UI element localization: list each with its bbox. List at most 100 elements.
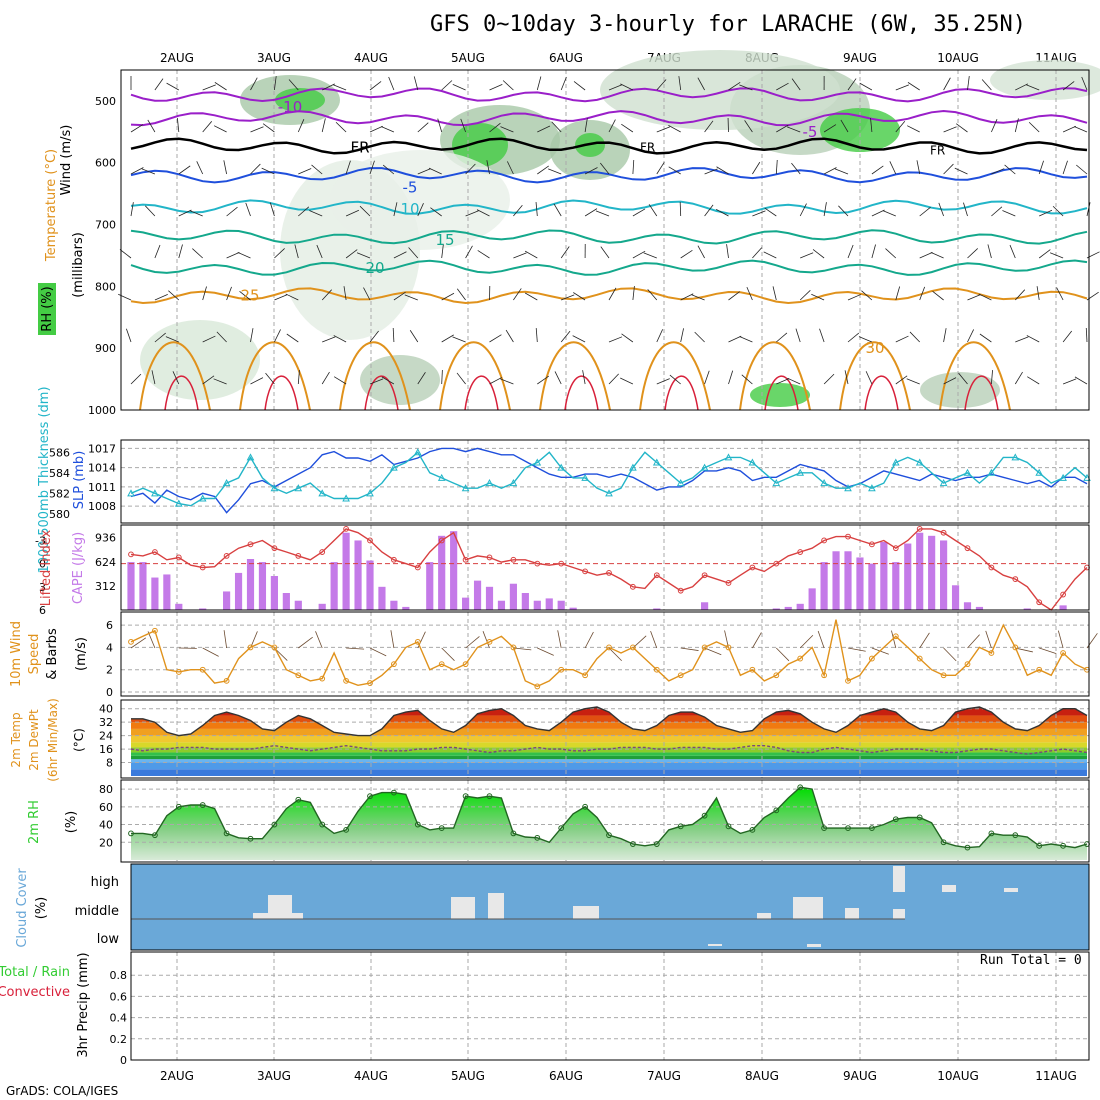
- thickness-line-point: [724, 453, 733, 461]
- wind-barb: [834, 168, 849, 175]
- wind-barb: [154, 244, 161, 259]
- isotherm-loop: [864, 375, 899, 411]
- thickness-line-point: [629, 463, 637, 471]
- wind-barb: [858, 336, 873, 343]
- wind-barb: [1039, 209, 1053, 217]
- rh-shading: [360, 355, 440, 405]
- wind-barb: [335, 121, 347, 133]
- cloud-block: [942, 885, 956, 892]
- lifted-index-line-point: [916, 525, 923, 532]
- wind-barb: [776, 378, 790, 385]
- wind-barb: [799, 203, 807, 217]
- rh-tick-label: 40: [99, 819, 113, 832]
- temperature-band: [131, 759, 1087, 763]
- wind-barb: [772, 286, 777, 301]
- wind-barb: [680, 249, 693, 259]
- rh-line-point: [606, 832, 612, 839]
- wind-barb: [172, 371, 180, 385]
- rh-line-point: [725, 823, 732, 830]
- isotherm-line: [130, 287, 1088, 305]
- temperature-axis-label: 2m DewPt: [27, 709, 41, 771]
- wind-speed-line-point: [510, 644, 517, 651]
- wind-barb-10m: [557, 630, 562, 649]
- wind-barb: [476, 209, 490, 217]
- wind-barb: [656, 161, 665, 175]
- wind-barb: [269, 202, 275, 217]
- wind-speed-line-point: [175, 669, 182, 675]
- isotherm-loop: [164, 375, 199, 411]
- wind-barb: [274, 76, 277, 91]
- li-tick-label: 0: [39, 558, 46, 571]
- wind-barb: [489, 83, 503, 91]
- rh-line-point: [630, 841, 636, 847]
- lifted-index-line-point: [964, 545, 971, 552]
- wind-barb: [561, 294, 575, 301]
- thickness-line-point: [127, 489, 135, 497]
- wind-barb: [321, 289, 332, 301]
- wind-barb: [417, 203, 424, 217]
- wind-speed-line-point: [462, 661, 469, 668]
- cloud-block: [793, 897, 823, 919]
- wind-barb: [608, 373, 619, 385]
- lifted-index-line-point: [653, 572, 660, 579]
- cape-bar: [545, 598, 553, 610]
- wind-barb: [536, 76, 542, 91]
- wind-barb: [595, 210, 610, 217]
- wind-barb: [726, 244, 729, 259]
- thickness-line-point: [605, 489, 613, 497]
- isotherm-loop: [564, 375, 599, 411]
- wind-speed-line-point: [199, 666, 206, 673]
- wind-barb: [560, 76, 567, 91]
- temperature-band: [131, 755, 1087, 760]
- temperature-tick-label: 40: [99, 703, 113, 716]
- wind-barb: [166, 82, 179, 91]
- wind-barb: [537, 165, 549, 175]
- wind-barb-10m: [967, 634, 980, 649]
- wind-barb: [202, 335, 216, 343]
- wind-barb: [728, 82, 741, 91]
- wind-barb: [656, 329, 664, 343]
- pressure-tick-label: 700: [95, 219, 116, 232]
- cape-bar: [784, 606, 792, 610]
- cape-bar: [533, 600, 541, 610]
- thickness-line-point: [318, 489, 327, 497]
- temperature-axis-label: Temperature (°C): [44, 149, 59, 262]
- thickness-tick-label: 584: [49, 467, 70, 480]
- rh-shading: [275, 88, 325, 112]
- cape-bar: [701, 602, 709, 610]
- wind-barb: [261, 167, 275, 175]
- cape-bar: [318, 603, 326, 610]
- cape-bar: [916, 532, 924, 610]
- thickness-line-point: [509, 479, 518, 487]
- wind-barb: [572, 335, 586, 343]
- wind-barb: [286, 333, 299, 343]
- lifted-index-line-point: [462, 556, 469, 563]
- wind-barb: [704, 204, 714, 217]
- wind-barb: [967, 294, 981, 301]
- wind-barb-10m: [315, 631, 323, 649]
- rh-line-point: [940, 839, 947, 846]
- wind-barb: [871, 165, 884, 175]
- isotherm-loop: [364, 375, 399, 411]
- wind-barb: [775, 160, 778, 175]
- wind-barb-10m: [202, 647, 219, 657]
- chart-title: GFS 0~10day 3-hourly for LARACHE (6W, 35…: [430, 12, 1027, 37]
- wind-barb: [178, 209, 192, 217]
- wind-barb-10m: [752, 632, 762, 649]
- wind-barb: [943, 328, 947, 343]
- wind-barb: [404, 294, 418, 301]
- rh-line-point: [582, 803, 588, 810]
- wind-barb: [262, 123, 275, 133]
- wind-barb: [345, 209, 360, 217]
- wind-barb: [608, 287, 617, 301]
- lifted-index-line-point: [271, 545, 278, 552]
- date-label-bottom: 6AUG: [549, 1069, 583, 1083]
- wind-barb: [178, 244, 183, 259]
- wind-barb: [369, 330, 379, 343]
- wind-barb-10m: [704, 647, 722, 656]
- rh-line-point: [128, 830, 134, 837]
- wind-barb: [991, 168, 1005, 175]
- wind-barb: [716, 166, 729, 175]
- wind-barb: [621, 333, 634, 343]
- wind-barb: [895, 121, 906, 133]
